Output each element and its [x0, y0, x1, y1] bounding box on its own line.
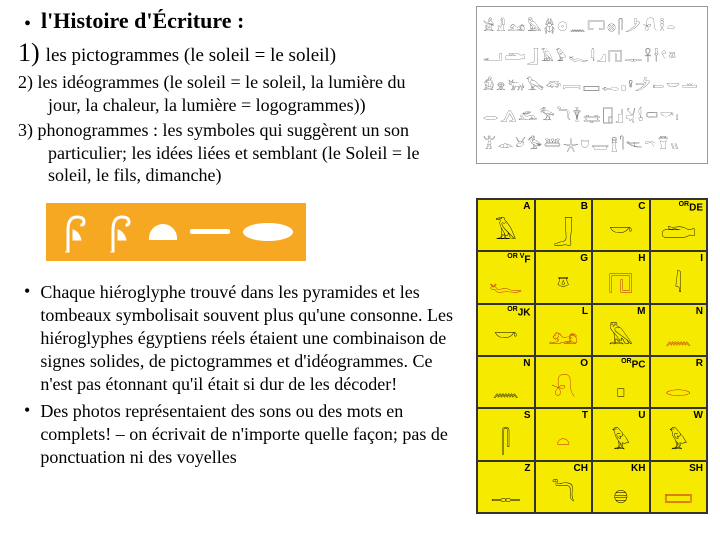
bullet-icon: •	[24, 400, 30, 469]
alphabet-cell: KH𓐍	[592, 461, 650, 513]
dome-icon	[149, 224, 177, 240]
bird-icon	[104, 210, 136, 254]
cell-label: Z	[524, 463, 530, 474]
alphabet-cell: ORPC𓊪	[592, 356, 650, 408]
glyph-row: 𓀀𓁐𓃭𓅓𓆣𓇳𓈖𓉐𓊖𓋴𓌳𓍯𓎛𓏏	[483, 13, 701, 39]
bullet-text: Chaque hiéroglyphe trouvé dans les pyram…	[40, 281, 464, 396]
alphabet-cell: L𓃭	[535, 304, 593, 356]
alphabet-cell: N𓈖	[477, 356, 535, 408]
alphabet-cell: C𓎡	[592, 199, 650, 251]
alphabet-cell: A𓄿	[477, 199, 535, 251]
cell-glyph: 𓋴	[501, 421, 510, 457]
glyph-row: 𓀠𓁹𓃾𓅜𓆷𓇼𓈞𓉿𓊽𓋿𓌻𓍼𓎯𓏭	[483, 131, 701, 157]
alphabet-cell: G𓎼	[535, 251, 593, 303]
cell-label: C	[638, 201, 645, 212]
cell-label: G	[580, 253, 588, 264]
cell-glyph: 𓎡	[609, 211, 633, 247]
cell-glyph: 𓈖	[493, 368, 519, 404]
item1-text: les pictogrammes (le soleil = le soleil)	[46, 45, 336, 67]
alphabet-cell: S𓋴	[477, 408, 535, 460]
glyph-row: 𓂋𓂻𓃹𓅡𓆓𓇉𓈐𓉗𓊨𓋔𓌰𓍷𓎡𓏤	[483, 102, 701, 128]
bird-icon	[59, 210, 91, 254]
page-title: l'Histoire d'Écriture :	[41, 8, 244, 34]
cell-label: S	[524, 410, 531, 421]
cell-label: KH	[631, 463, 645, 474]
cell-label: N	[523, 358, 530, 369]
cell-label: I	[700, 253, 703, 264]
cell-glyph: 𓅓	[608, 316, 633, 352]
cell-glyph: 𓃀	[553, 211, 573, 247]
cell-glyph: 𓍯	[551, 368, 576, 404]
cell-glyph: 𓈖	[665, 316, 691, 352]
alphabet-cell: U𓅱	[592, 408, 650, 460]
alphabet-cell: Z𓊃	[477, 461, 535, 513]
cell-glyph: 𓅱	[669, 421, 688, 457]
cell-glyph: 𓈙	[664, 473, 693, 509]
cell-glyph: 𓂧	[661, 211, 696, 247]
alphabet-cell: M𓅓	[592, 304, 650, 356]
cell-glyph: 𓎡	[494, 316, 518, 352]
lens-icon	[243, 223, 293, 241]
hieroglyph-alphabet-grid: A𓄿B𓃀C𓎡ORDE𓂧OR VF𓆑G𓎼H𓉔I𓇋ORJK𓎡L𓃭M𓅓N𓈖N𓈖O𓍯OR…	[476, 198, 708, 514]
alphabet-cell: SH𓈙	[650, 461, 708, 513]
bullet-item: • Chaque hiéroglyphe trouvé dans les pyr…	[24, 281, 464, 396]
hieroglyph-rows-image: 𓀀𓁐𓃭𓅓𓆣𓇳𓈖𓉐𓊖𓋴𓌳𓍯𓎛𓏏 𓂝𓂧𓃀𓄿𓅱𓆑𓇋𓈎𓉔𓊃𓋹𓌂𓍢𓎼 𓀁𓁷𓃒𓅂𓆛𓇯𓈙𓉻𓊪𓋩…	[476, 6, 708, 164]
alphabet-cell: ORJK𓎡	[477, 304, 535, 356]
alphabet-cell: B𓃀	[535, 199, 593, 251]
alphabet-cell: O𓍯	[535, 356, 593, 408]
item3-line1: 3) phonogrammes : les symboles qui suggè…	[18, 120, 409, 140]
cell-glyph: 𓆑	[489, 264, 522, 300]
cell-glyph: 𓄿	[495, 211, 517, 247]
alphabet-cell: R𓂋	[650, 356, 708, 408]
cell-label: CH	[574, 463, 588, 474]
alphabet-cell: OR VF𓆑	[477, 251, 535, 303]
cell-label: A	[523, 201, 530, 212]
item3-line3: soleil, le fils, dimanche)	[18, 164, 708, 187]
hieroglyph-strip	[46, 203, 306, 261]
cell-glyph: 𓇋	[674, 264, 682, 300]
cell-glyph: 𓏏	[556, 421, 570, 457]
cell-label: B	[581, 201, 588, 212]
cell-label: H	[638, 253, 645, 264]
cell-glyph: 𓊃	[491, 473, 521, 509]
cell-glyph: 𓃭	[548, 316, 578, 352]
glyph-row: 𓀁𓁷𓃒𓅂𓆛𓇯𓈙𓉻𓊪𓋩𓌶𓍿𓎟𓏛	[483, 72, 701, 98]
slide: • l'Histoire d'Écriture : 1) les pictogr…	[0, 0, 720, 540]
alphabet-cell: W𓅱	[650, 408, 708, 460]
alphabet-cell: H𓉔	[592, 251, 650, 303]
cell-label: M	[637, 306, 645, 317]
line-icon	[190, 229, 230, 234]
bullet-icon: •	[24, 14, 31, 34]
item1-number: 1)	[18, 38, 40, 68]
cell-glyph: 𓎼	[557, 264, 570, 300]
bullet-icon: •	[24, 281, 30, 396]
bullet-item: • Des photos représentaient des sons ou …	[24, 400, 464, 469]
cell-glyph: 𓂋	[665, 368, 691, 404]
cell-glyph: 𓐍	[613, 473, 628, 509]
bullet-text: Des photos représentaient des sons ou de…	[40, 400, 464, 469]
cell-label: L	[582, 306, 588, 317]
cell-glyph: 𓊪	[616, 368, 625, 404]
cell-glyph: 𓉔	[608, 264, 633, 300]
cell-glyph: 𓆓	[551, 473, 575, 509]
alphabet-cell: I𓇋	[650, 251, 708, 303]
cell-label: T	[582, 410, 588, 421]
cell-label: W	[694, 410, 703, 421]
item2-line1: 2) les idéogrammes (le soleil = le solei…	[18, 72, 406, 92]
cell-label: R	[696, 358, 703, 369]
alphabet-cell: N𓈖	[650, 304, 708, 356]
cell-label: O	[580, 358, 588, 369]
cell-glyph: 𓅱	[611, 421, 630, 457]
alphabet-cell: T𓏏	[535, 408, 593, 460]
alphabet-cell: CH𓆓	[535, 461, 593, 513]
cell-label: N	[696, 306, 703, 317]
alphabet-cell: ORDE𓂧	[650, 199, 708, 251]
cell-label: U	[638, 410, 645, 421]
glyph-row: 𓂝𓂧𓃀𓄿𓅱𓆑𓇋𓈎𓉔𓊃𓋹𓌂𓍢𓎼	[483, 43, 701, 69]
